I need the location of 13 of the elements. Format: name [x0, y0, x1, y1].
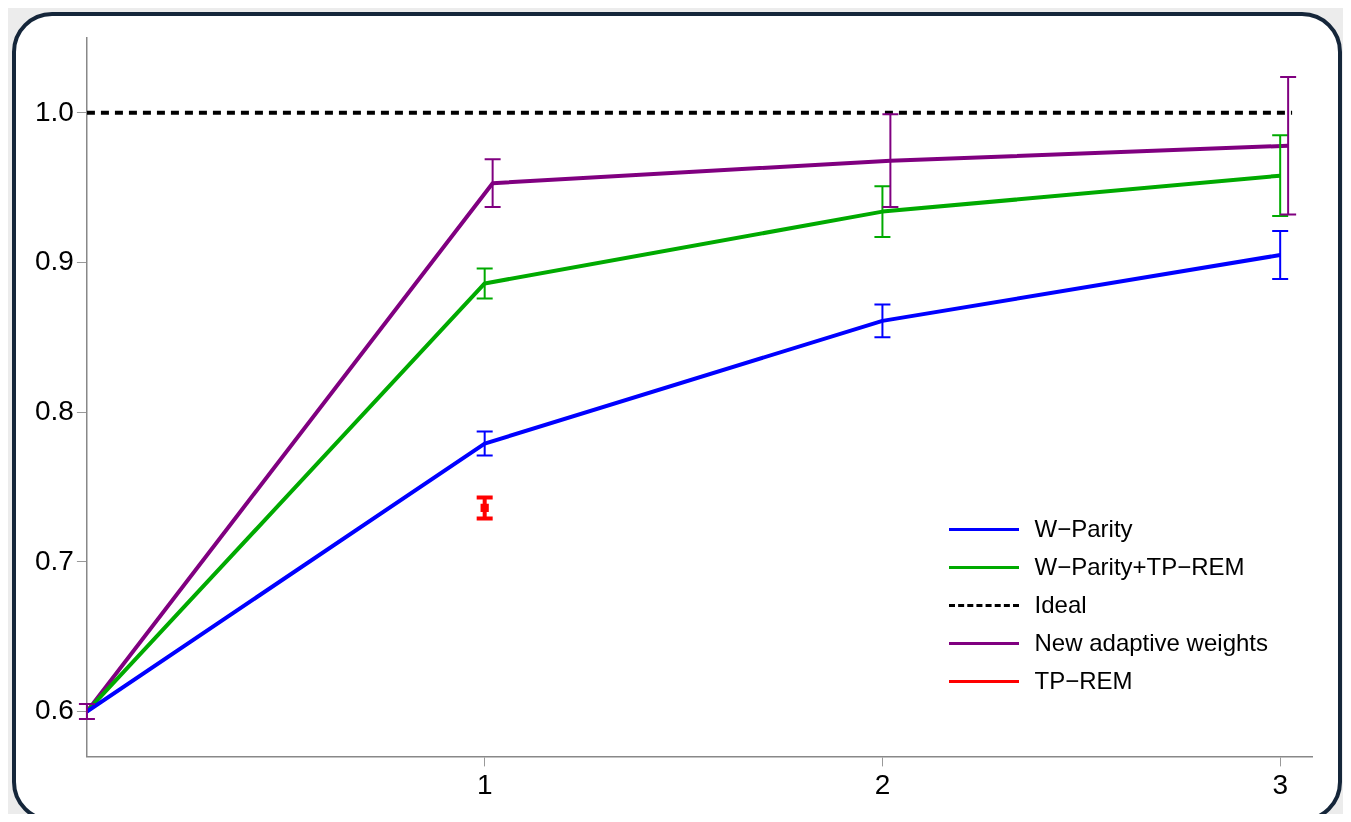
x-tick-label: 3	[1272, 768, 1288, 800]
x-tick-label: 1	[476, 768, 493, 800]
legend-label: W−Parity+TP−REM	[1034, 553, 1245, 581]
legend-label: W−Parity	[1034, 515, 1133, 543]
legend-label: TP−REM	[1034, 667, 1133, 695]
x-tick-label: 2	[874, 768, 891, 800]
y-tick-label: 0.6	[34, 694, 74, 726]
legend-label: New adaptive weights	[1034, 629, 1268, 657]
y-tick-label: 0.8	[34, 394, 74, 426]
y-tick-label: 0.7	[34, 544, 74, 576]
legend-label: Ideal	[1034, 591, 1087, 619]
y-tick-label: 0.9	[34, 245, 74, 277]
y-tick-label: 1.0	[34, 95, 74, 127]
